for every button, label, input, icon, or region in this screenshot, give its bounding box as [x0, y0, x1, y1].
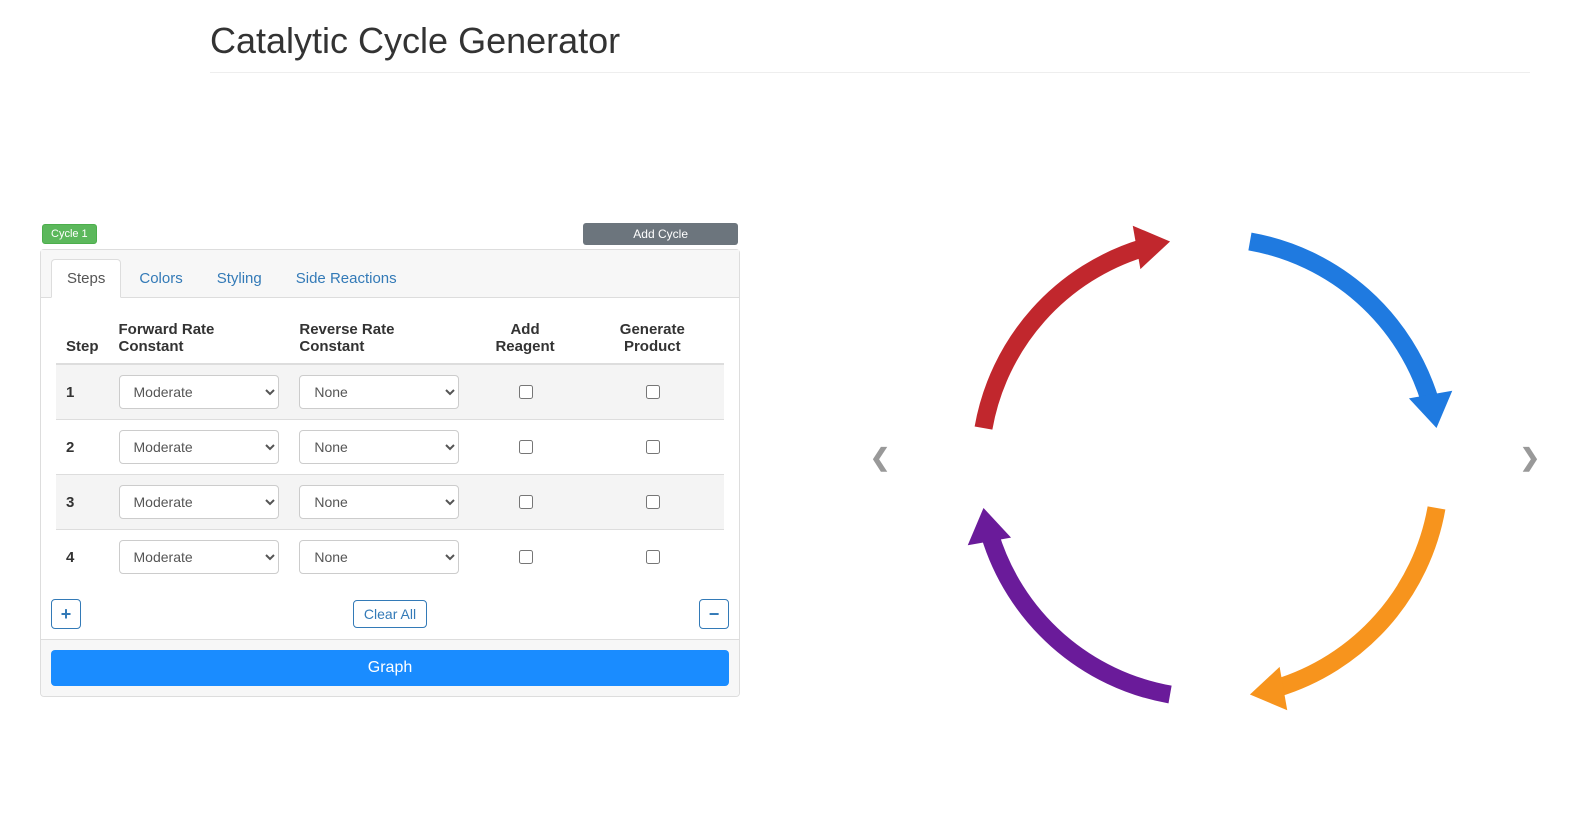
- col-step-header: Step: [56, 313, 109, 364]
- reverse-rate-select[interactable]: NoneSlowModerateFast: [299, 485, 459, 519]
- table-row: 2 NoneSlowModerateFast NoneSlowModerateFas…: [56, 420, 724, 475]
- add-reagent-checkbox[interactable]: [519, 550, 533, 564]
- clear-all-button[interactable]: Clear All: [353, 600, 427, 628]
- tab-side-reactions[interactable]: Side Reactions: [280, 259, 413, 298]
- cycle-arc: [1276, 508, 1436, 688]
- cycle-arc: [1250, 241, 1430, 401]
- add-reagent-checkbox[interactable]: [519, 385, 533, 399]
- step-number: 3: [56, 475, 109, 530]
- reverse-rate-select[interactable]: NoneSlowModerateFast: [299, 375, 459, 409]
- cycle-arrowhead: [968, 508, 1011, 545]
- tab-styling[interactable]: Styling: [201, 259, 278, 298]
- cycle-arrowhead: [1409, 391, 1452, 428]
- col-forward-header: Forward Rate Constant: [109, 313, 290, 364]
- step-number: 2: [56, 420, 109, 475]
- forward-rate-select[interactable]: NoneSlowModerateFast: [119, 540, 280, 574]
- steps-panel: StepsColorsStylingSide Reactions Step Fo…: [40, 249, 740, 697]
- graph-button[interactable]: Graph: [51, 650, 729, 686]
- tab-colors[interactable]: Colors: [123, 259, 198, 298]
- col-reverse-header: Reverse Rate Constant: [289, 313, 469, 364]
- reverse-rate-select[interactable]: NoneSlowModerateFast: [299, 430, 459, 464]
- tab-bar: StepsColorsStylingSide Reactions: [41, 250, 739, 298]
- cycle-diagram: [930, 188, 1490, 748]
- cycle-arrowhead: [1250, 667, 1287, 710]
- chart-prev-icon[interactable]: ❮: [870, 444, 890, 473]
- tab-body-steps: Step Forward Rate Constant Reverse Rate …: [41, 298, 739, 599]
- remove-row-button[interactable]: −: [699, 599, 729, 629]
- page-title: Catalytic Cycle Generator: [210, 20, 1531, 62]
- add-row-button[interactable]: +: [51, 599, 81, 629]
- reverse-rate-select[interactable]: NoneSlowModerateFast: [299, 540, 459, 574]
- steps-table: Step Forward Rate Constant Reverse Rate …: [56, 313, 724, 584]
- add-reagent-checkbox[interactable]: [519, 495, 533, 509]
- tab-steps[interactable]: Steps: [51, 259, 121, 298]
- col-addreagent-header: Add Reagent: [469, 313, 580, 364]
- generate-product-checkbox[interactable]: [646, 440, 660, 454]
- table-row: 3 NoneSlowModerateFast NoneSlowModerateFas…: [56, 475, 724, 530]
- generate-product-checkbox[interactable]: [646, 550, 660, 564]
- cycle-arrowhead: [1133, 226, 1170, 269]
- table-row: 1 NoneSlowModerateFast NoneSlowModerateFas…: [56, 364, 724, 420]
- col-genproduct-header: Generate Product: [581, 313, 724, 364]
- step-number: 4: [56, 530, 109, 585]
- generate-product-checkbox[interactable]: [646, 495, 660, 509]
- cycle-arc: [990, 534, 1170, 694]
- forward-rate-select[interactable]: NoneSlowModerateFast: [119, 375, 280, 409]
- cycle-badge[interactable]: Cycle 1: [42, 224, 97, 244]
- chart-next-icon[interactable]: ❯: [1520, 444, 1540, 473]
- add-cycle-button[interactable]: Add Cycle: [583, 223, 738, 245]
- generate-product-checkbox[interactable]: [646, 385, 660, 399]
- forward-rate-select[interactable]: NoneSlowModerateFast: [119, 485, 280, 519]
- add-reagent-checkbox[interactable]: [519, 440, 533, 454]
- table-row: 4 NoneSlowModerateFast NoneSlowModerateFas…: [56, 530, 724, 585]
- forward-rate-select[interactable]: NoneSlowModerateFast: [119, 430, 280, 464]
- cycle-arc: [983, 248, 1143, 428]
- controls-column: Cycle 1 Add Cycle StepsColorsStylingSide…: [40, 223, 740, 697]
- step-number: 1: [56, 364, 109, 420]
- chart-column: ❮ ❯: [740, 133, 1531, 783]
